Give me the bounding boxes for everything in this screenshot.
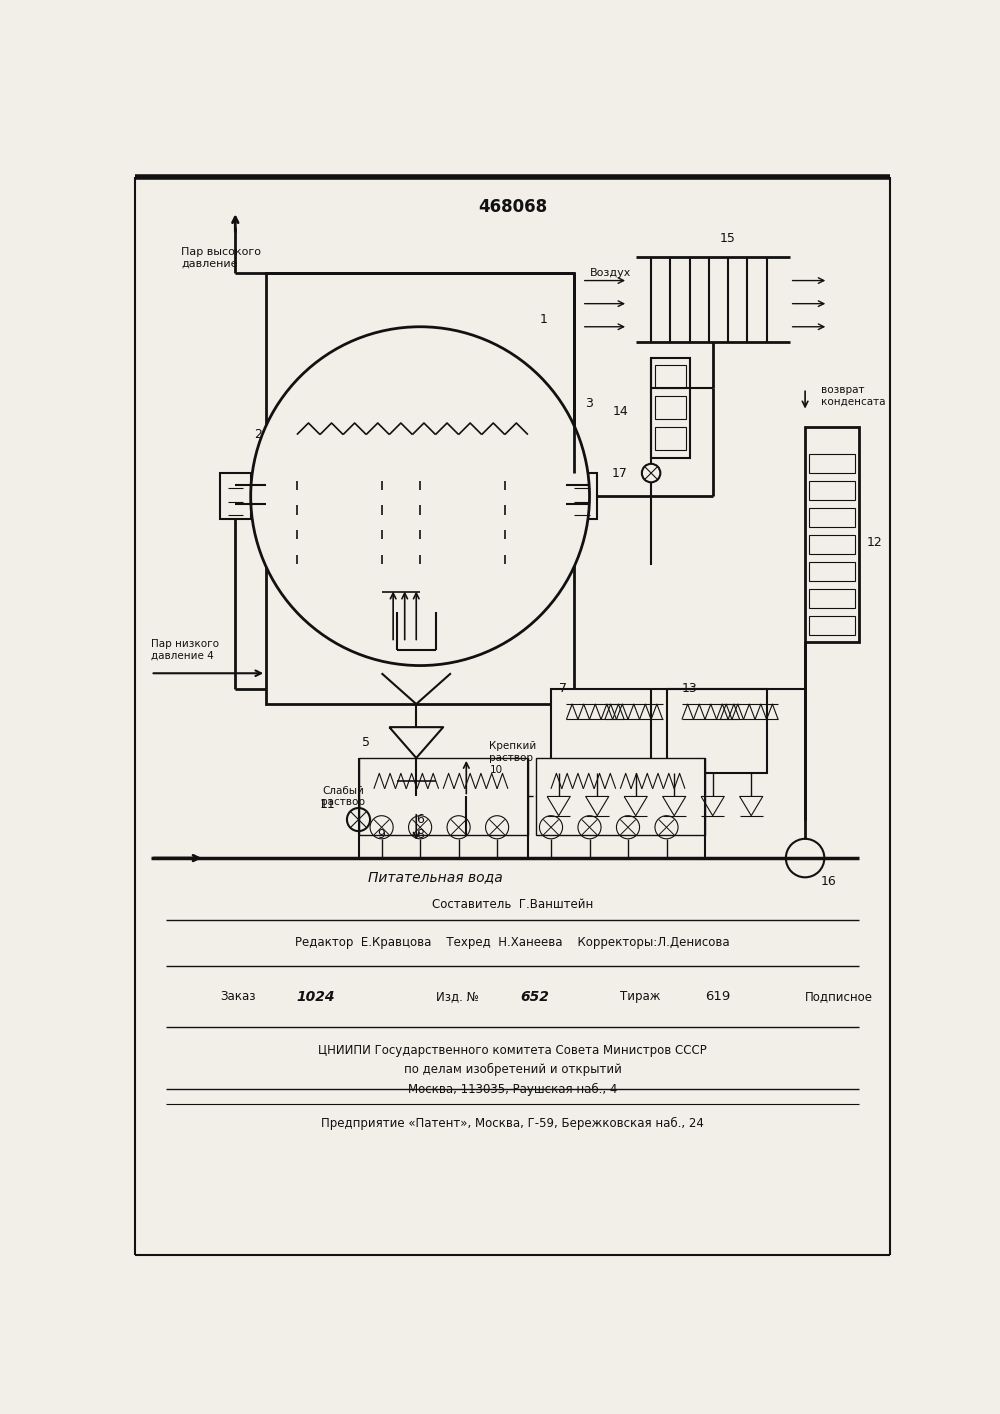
Text: Москва, 113035, Раушская наб., 4: Москва, 113035, Раушская наб., 4: [408, 1083, 617, 1096]
Text: 13: 13: [682, 682, 698, 696]
Text: 7: 7: [559, 682, 567, 696]
Bar: [809, 481, 855, 501]
Bar: [809, 615, 855, 635]
Bar: [536, 758, 705, 834]
Bar: [551, 689, 651, 773]
Text: Пар низкого
давление 4: Пар низкого давление 4: [151, 639, 219, 660]
Text: Пар высокого
давление: Пар высокого давление: [181, 246, 261, 269]
Bar: [420, 564, 505, 580]
Text: Составитель  Г.Ванштейн: Составитель Г.Ванштейн: [432, 898, 593, 911]
Text: Слабый
раствор: Слабый раствор: [321, 786, 365, 807]
Text: Воздух: Воздух: [590, 267, 631, 279]
Text: 1: 1: [539, 312, 547, 325]
Bar: [655, 427, 686, 450]
Text: 6: 6: [416, 813, 424, 826]
Bar: [220, 474, 251, 519]
Bar: [809, 508, 855, 527]
Text: Подписное: Подписное: [805, 990, 873, 1003]
Bar: [651, 358, 690, 458]
Bar: [655, 365, 686, 389]
Text: 14: 14: [612, 404, 628, 419]
Text: Редактор  Е.Кравцова    Техред  Н.Ханеева    Корректоры:Л.Денисова: Редактор Е.Кравцова Техред Н.Ханеева Кор…: [295, 936, 730, 949]
Text: Изд. №: Изд. №: [436, 990, 478, 1003]
Circle shape: [251, 327, 590, 666]
Bar: [420, 465, 505, 481]
Bar: [266, 273, 574, 704]
Bar: [809, 454, 855, 474]
Text: 468068: 468068: [478, 198, 547, 216]
Text: по делам изобретений и открытий: по делам изобретений и открытий: [404, 1063, 621, 1076]
Bar: [420, 491, 505, 505]
Text: 16: 16: [820, 875, 836, 888]
Bar: [297, 491, 382, 505]
Bar: [297, 465, 382, 481]
Bar: [809, 534, 855, 554]
Bar: [655, 396, 686, 419]
Text: ЦНИИПИ Государственного комитета Совета Министров СССР: ЦНИИПИ Государственного комитета Совета …: [318, 1044, 707, 1058]
Text: 9: 9: [378, 829, 386, 841]
Bar: [566, 474, 597, 519]
Text: 12: 12: [867, 536, 882, 549]
Bar: [297, 564, 382, 580]
Bar: [809, 561, 855, 581]
Text: Питательная вода: Питательная вода: [368, 870, 503, 884]
Text: 619: 619: [705, 990, 730, 1003]
Bar: [805, 427, 859, 642]
Bar: [667, 689, 767, 773]
Text: 2: 2: [254, 428, 262, 441]
Text: 652: 652: [520, 990, 549, 1004]
Text: Крепкий
раствор
10: Крепкий раствор 10: [489, 741, 537, 775]
Text: 3: 3: [586, 397, 593, 410]
Text: 15: 15: [720, 232, 736, 245]
Bar: [297, 539, 382, 554]
Bar: [359, 758, 528, 834]
Bar: [420, 539, 505, 554]
Text: Тираж: Тираж: [620, 990, 661, 1003]
Text: 1024: 1024: [297, 990, 335, 1004]
Bar: [297, 515, 382, 530]
Text: возврат
конденсата: возврат конденсата: [820, 385, 885, 407]
Text: 17: 17: [612, 467, 628, 479]
Text: Предприятие «Патент», Москва, Г-59, Бережковская наб., 24: Предприятие «Патент», Москва, Г-59, Бере…: [321, 1117, 704, 1130]
Text: 5: 5: [362, 737, 370, 749]
Text: Заказ: Заказ: [220, 990, 255, 1003]
Bar: [420, 515, 505, 530]
Text: 8: 8: [416, 829, 424, 841]
Bar: [809, 588, 855, 608]
Text: 11: 11: [320, 797, 335, 810]
